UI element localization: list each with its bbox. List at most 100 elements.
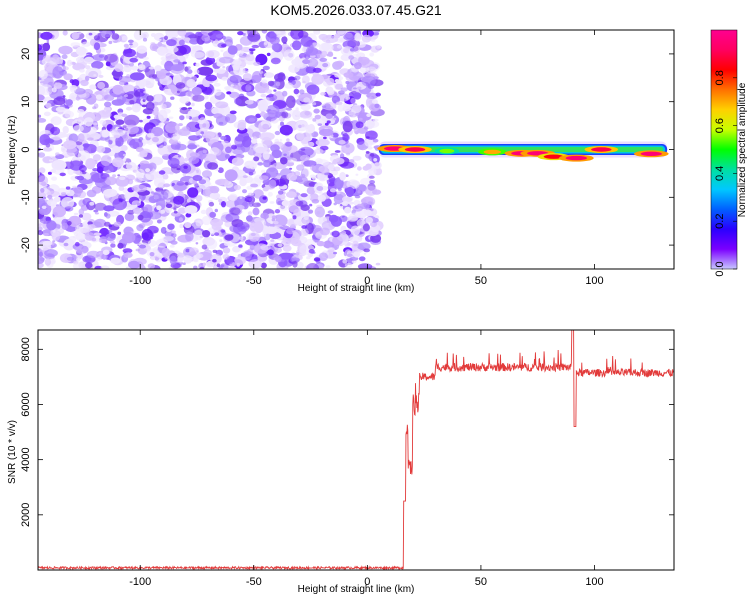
noise-blob (221, 201, 226, 208)
noise-blob (167, 157, 180, 168)
noise-blob (170, 64, 185, 75)
noise-blob (200, 131, 204, 135)
noise-blob (234, 98, 242, 105)
noise-blob (70, 87, 77, 93)
noise-blob (38, 167, 46, 174)
noise-blob (179, 223, 184, 229)
noise-blob (253, 143, 268, 154)
noise-blob (185, 115, 190, 119)
noise-blob (267, 80, 275, 86)
noise-blob (195, 31, 202, 37)
noise-blob (242, 73, 252, 81)
noise-blob (162, 141, 167, 146)
noise-blob (362, 223, 370, 232)
noise-blob (244, 196, 253, 203)
noise-blob (137, 173, 152, 182)
noise-blob (169, 171, 174, 175)
noise-blob (87, 137, 94, 141)
noise-blob (375, 92, 381, 97)
noise-blob (139, 150, 148, 157)
colorbar-tick-label: 0.6 (714, 118, 726, 133)
noise-blob (185, 248, 190, 253)
noise-blob (110, 257, 121, 264)
noise-blob (281, 200, 290, 207)
noise-blob (91, 172, 107, 183)
noise-blob (42, 240, 53, 246)
noise-blob (306, 263, 320, 269)
noise-blob (40, 188, 45, 193)
noise-blob (357, 86, 362, 90)
noise-blob (44, 258, 52, 266)
noise-blob (46, 39, 50, 43)
noise-blob (189, 251, 197, 256)
noise-blob (231, 144, 237, 150)
noise-blob (336, 45, 342, 49)
noise-blob (68, 236, 77, 243)
noise-blob (52, 66, 64, 79)
noise-blob (72, 186, 84, 195)
snr-panel: -100 -50 0 50 100 2000 4000 6000 8000 Height of… (7, 329, 675, 595)
spectrogram-x-ticks: -100 -50 0 50 100 (129, 30, 604, 287)
noise-blob (153, 190, 169, 201)
noise-blob (295, 261, 304, 269)
noise-blob (42, 147, 53, 152)
noise-blob (113, 134, 121, 139)
noise-blob (103, 94, 115, 101)
noise-blob (249, 163, 257, 170)
noise-blob (50, 133, 62, 141)
noise-blob (262, 151, 270, 160)
noise-blob (293, 88, 300, 95)
noise-blob (187, 109, 201, 117)
noise-blob (47, 133, 51, 136)
noise-blob (274, 73, 286, 82)
noise-blob (225, 65, 233, 72)
noise-blob (118, 99, 123, 103)
noise-blob (226, 91, 232, 95)
noise-blob (269, 36, 280, 45)
noise-blob (248, 117, 256, 122)
noise-blob (74, 88, 86, 95)
noise-blob (38, 251, 44, 257)
noise-blob (81, 41, 91, 47)
noise-blob (259, 70, 264, 74)
noise-blob (229, 207, 241, 215)
noise-blob (331, 95, 340, 104)
noise-blob (39, 84, 54, 96)
noise-blob (65, 186, 71, 190)
noise-blob (178, 39, 185, 46)
noise-blob (281, 36, 288, 44)
snr-series-line (38, 330, 674, 570)
noise-blob (105, 233, 116, 242)
noise-blob (259, 111, 267, 117)
noise-blob (234, 135, 246, 148)
noise-blob (74, 241, 80, 247)
noise-blob (185, 53, 190, 57)
noise-blob (368, 167, 377, 176)
noise-blob (213, 88, 222, 96)
noise-blob (305, 46, 318, 56)
noise-blob (171, 230, 176, 234)
noise-blob (354, 62, 362, 70)
noise-blob (260, 169, 266, 174)
noise-blob (38, 198, 46, 208)
noise-blob (275, 197, 282, 206)
noise-blob (247, 192, 255, 196)
noise-blob (75, 46, 87, 56)
noise-blob (93, 232, 102, 236)
noise-blob (69, 92, 77, 102)
noise-blob (73, 125, 84, 133)
noise-blob (210, 218, 224, 227)
noise-blob (104, 176, 117, 186)
noise-blob (261, 79, 268, 84)
noise-blob (354, 130, 359, 135)
noise-blob (366, 113, 371, 117)
noise-blob (242, 189, 247, 194)
noise-blob (277, 190, 284, 195)
noise-blob (326, 120, 331, 124)
noise-blob (182, 262, 186, 266)
noise-blob (283, 153, 287, 157)
noise-blob (136, 45, 148, 54)
noise-blob (220, 264, 225, 268)
noise-blob (83, 143, 89, 148)
noise-blob (366, 66, 377, 74)
